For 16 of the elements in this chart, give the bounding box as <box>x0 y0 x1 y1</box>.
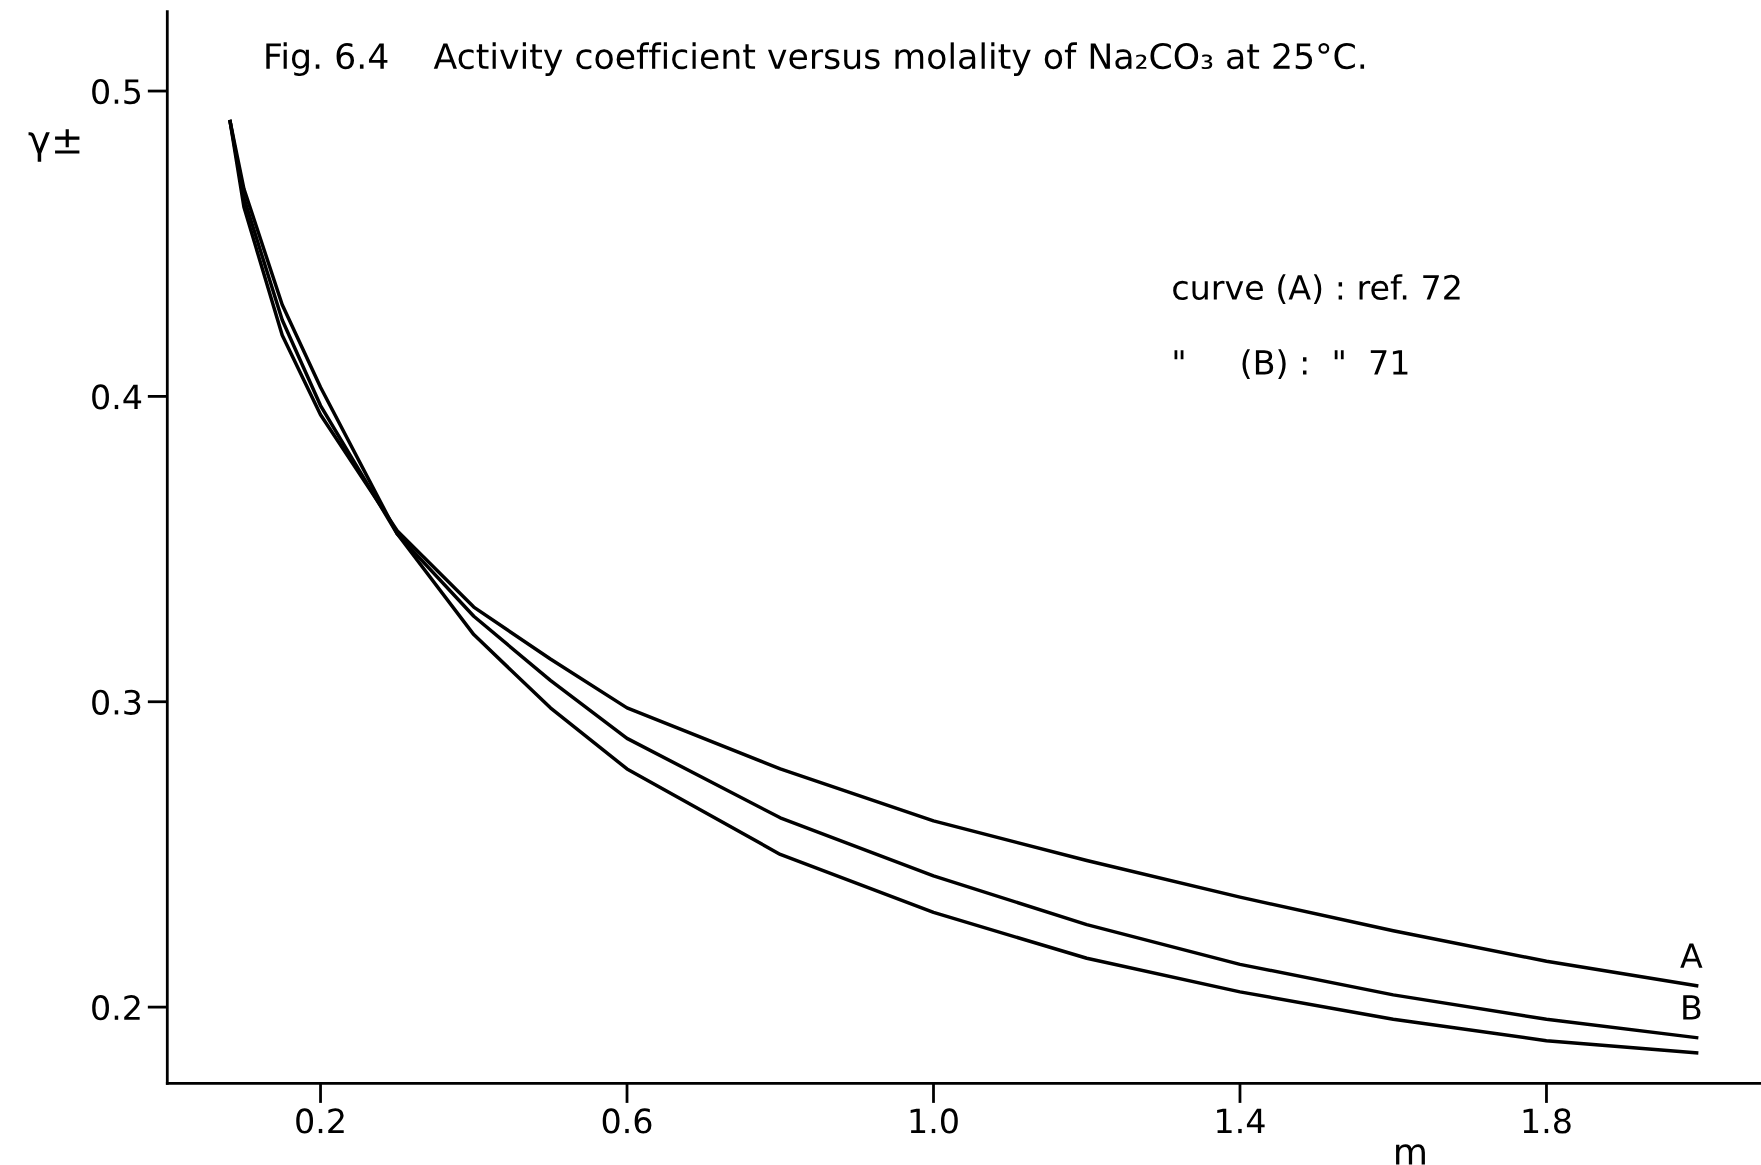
annotation: curve (A) : ref. 72 <box>1173 274 1460 304</box>
y-tick-label: 0.2 <box>92 995 140 1021</box>
y-tick-label: 0.3 <box>92 689 141 715</box>
x-axis-title: m <box>1396 1144 1425 1165</box>
x-tick-label: 1.8 <box>1523 1108 1571 1134</box>
text: Fig. 6.4 Activity coefficient versus molality of Na₂CO₃ at 25°C. <box>266 42 1365 76</box>
series-label: B <box>1683 995 1701 1020</box>
y-axis-title: γ± <box>28 129 80 162</box>
x-tick-label: 1.4 <box>1217 1108 1265 1134</box>
x-tick-label: 0.2 <box>296 1108 344 1134</box>
x-tick-label: 1.0 <box>910 1108 958 1134</box>
y-tick-label: 0.5 <box>92 78 141 105</box>
series-label: A <box>1680 943 1703 968</box>
annotation: " (B) : " 71 <box>1174 349 1408 379</box>
x-tick-label: 0.6 <box>602 1108 652 1134</box>
y-tick-label: 0.4 <box>92 384 142 410</box>
